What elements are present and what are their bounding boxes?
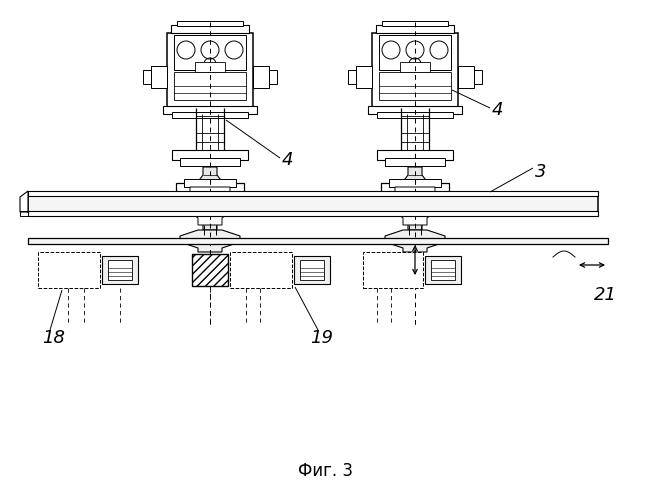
Text: 4: 4 [492,101,503,119]
Bar [176,183,244,199]
Bar [28,191,598,196]
Text: 18: 18 [42,329,65,347]
Bar [180,158,240,166]
Bar [372,33,458,108]
Bar [458,66,474,88]
Bar [253,66,269,88]
Bar [379,35,451,70]
Bar [28,195,598,212]
Bar [389,179,441,187]
Circle shape [177,41,195,59]
Text: 4: 4 [282,151,293,169]
Bar [385,158,445,166]
Bar [300,260,324,280]
Bar [184,179,236,187]
Circle shape [430,41,448,59]
Bar [294,256,330,284]
Bar [425,256,461,284]
Polygon shape [20,191,28,212]
Bar [195,62,225,72]
Bar [143,70,151,84]
Text: Фиг. 3: Фиг. 3 [299,462,353,480]
Bar [174,35,246,70]
Bar [377,150,453,160]
Circle shape [406,41,424,59]
Bar [381,183,449,199]
Bar [108,260,132,280]
Polygon shape [180,230,240,252]
Bar [102,256,138,284]
Bar [172,150,248,160]
Bar [28,238,608,244]
Bar [28,211,598,216]
Bar [474,70,482,84]
Bar [163,106,257,114]
Polygon shape [399,167,431,230]
Bar [379,72,451,100]
Bar [269,70,277,84]
Bar [400,62,430,72]
Bar [382,21,448,26]
Bar [192,254,228,286]
Bar [368,106,462,114]
Bar [151,66,167,88]
Bar [431,260,455,280]
Circle shape [201,41,219,59]
Bar [377,112,453,118]
Bar [174,72,246,100]
Polygon shape [190,187,230,225]
Polygon shape [194,167,226,230]
Bar [172,112,248,118]
Polygon shape [395,187,435,225]
Bar [363,252,423,288]
Text: 19: 19 [310,329,333,347]
Circle shape [225,41,243,59]
Bar [38,252,100,288]
Bar [167,33,253,108]
Bar [376,25,454,33]
Bar [171,25,249,33]
Text: 3: 3 [535,163,546,181]
Bar [348,70,356,84]
Polygon shape [385,230,445,252]
Bar [177,21,243,26]
Circle shape [382,41,400,59]
Bar [230,252,292,288]
Text: 21: 21 [594,286,617,304]
Bar [356,66,372,88]
